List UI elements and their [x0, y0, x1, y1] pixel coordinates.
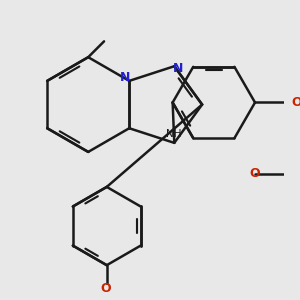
Text: NH: NH	[166, 129, 181, 139]
Text: N: N	[173, 62, 184, 75]
Text: N: N	[120, 71, 130, 84]
Text: O: O	[250, 167, 260, 180]
Text: O: O	[291, 96, 300, 109]
Text: O: O	[100, 282, 111, 296]
